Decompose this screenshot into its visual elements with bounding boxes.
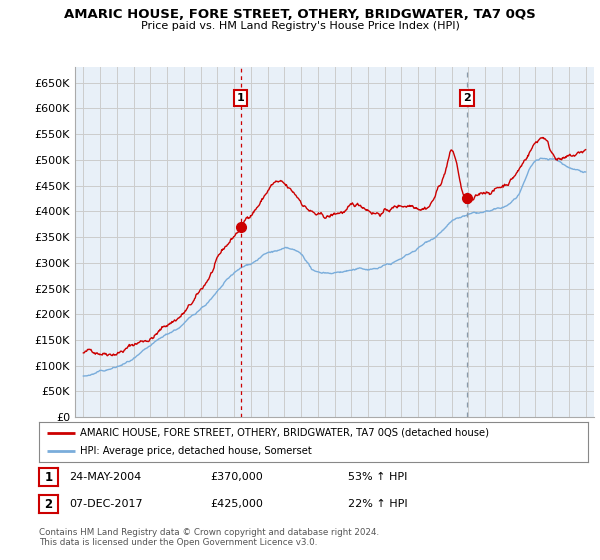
Text: 1: 1 (237, 93, 244, 103)
Text: Contains HM Land Registry data © Crown copyright and database right 2024.
This d: Contains HM Land Registry data © Crown c… (39, 528, 379, 547)
Text: 1: 1 (44, 470, 53, 484)
Text: 53% ↑ HPI: 53% ↑ HPI (348, 472, 407, 482)
Text: 22% ↑ HPI: 22% ↑ HPI (348, 499, 407, 509)
Text: 07-DEC-2017: 07-DEC-2017 (69, 499, 143, 509)
Text: Price paid vs. HM Land Registry's House Price Index (HPI): Price paid vs. HM Land Registry's House … (140, 21, 460, 31)
Text: HPI: Average price, detached house, Somerset: HPI: Average price, detached house, Some… (80, 446, 312, 456)
Text: AMARIC HOUSE, FORE STREET, OTHERY, BRIDGWATER, TA7 0QS: AMARIC HOUSE, FORE STREET, OTHERY, BRIDG… (64, 8, 536, 21)
Text: 2: 2 (44, 497, 53, 511)
Text: 24-MAY-2004: 24-MAY-2004 (69, 472, 141, 482)
Text: 2: 2 (463, 93, 471, 103)
Text: AMARIC HOUSE, FORE STREET, OTHERY, BRIDGWATER, TA7 0QS (detached house): AMARIC HOUSE, FORE STREET, OTHERY, BRIDG… (80, 428, 489, 437)
Text: £370,000: £370,000 (210, 472, 263, 482)
Text: £425,000: £425,000 (210, 499, 263, 509)
